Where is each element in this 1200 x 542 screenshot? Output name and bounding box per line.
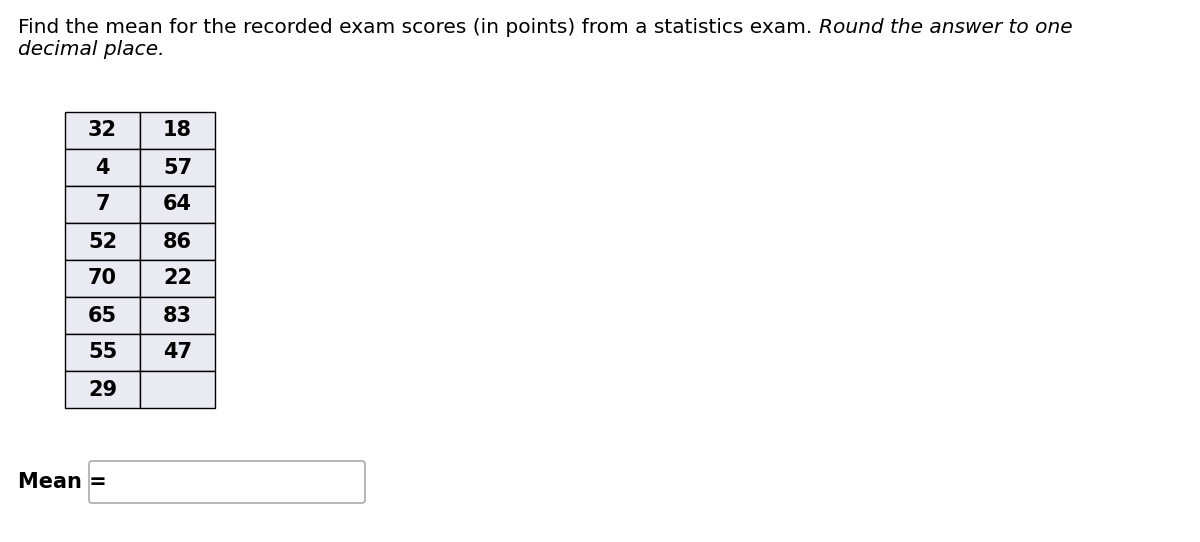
Text: 55: 55 — [88, 343, 118, 363]
Text: 65: 65 — [88, 306, 118, 326]
Text: 22: 22 — [163, 268, 192, 288]
Bar — [140, 149, 215, 186]
Text: 32: 32 — [88, 120, 118, 140]
Bar — [65, 186, 140, 223]
Bar — [140, 260, 215, 297]
Text: Find the mean for the recorded exam scores (in points) from a statistics exam.: Find the mean for the recorded exam scor… — [18, 18, 818, 37]
Text: 18: 18 — [163, 120, 192, 140]
Text: 52: 52 — [88, 231, 118, 251]
Bar — [65, 371, 140, 408]
Bar — [140, 223, 215, 260]
Bar — [140, 371, 215, 408]
Bar — [140, 112, 215, 149]
Bar — [65, 260, 140, 297]
Bar — [65, 334, 140, 371]
Text: 57: 57 — [163, 158, 192, 177]
Bar — [140, 297, 215, 334]
Bar — [140, 334, 215, 371]
Text: 4: 4 — [95, 158, 109, 177]
Text: Round the answer to one: Round the answer to one — [818, 18, 1073, 37]
Bar — [140, 186, 215, 223]
Bar — [65, 297, 140, 334]
Text: 7: 7 — [95, 195, 109, 215]
Text: 64: 64 — [163, 195, 192, 215]
Text: 29: 29 — [88, 379, 118, 399]
Bar — [65, 223, 140, 260]
Text: 70: 70 — [88, 268, 118, 288]
Text: Mean =: Mean = — [18, 472, 107, 492]
FancyBboxPatch shape — [89, 461, 365, 503]
Bar — [65, 149, 140, 186]
Text: decimal place.: decimal place. — [18, 40, 164, 59]
Text: 86: 86 — [163, 231, 192, 251]
Bar — [65, 112, 140, 149]
Text: 83: 83 — [163, 306, 192, 326]
Text: 47: 47 — [163, 343, 192, 363]
